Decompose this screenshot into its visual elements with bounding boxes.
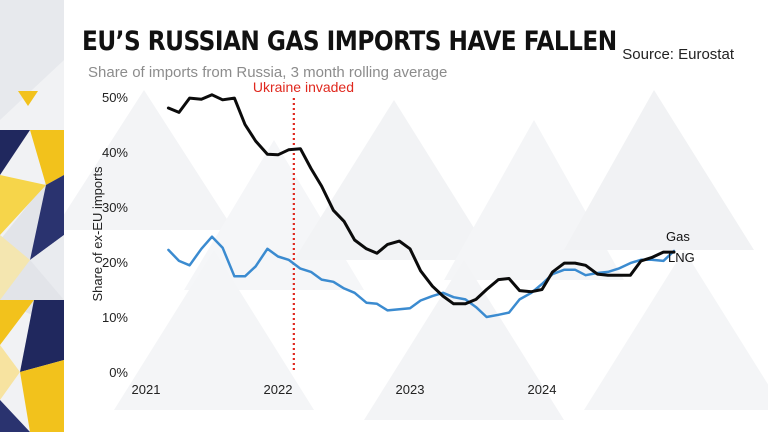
y-tick-label: 50%: [102, 90, 128, 105]
triangle-marker-icon: [18, 91, 38, 106]
x-tick-label: 2021: [132, 382, 161, 397]
y-tick-label: 0%: [109, 365, 128, 380]
x-tick-label: 2023: [396, 382, 425, 397]
chart-title: EU’S RUSSIAN GAS IMPORTS HAVE FALLEN: [82, 26, 617, 57]
series-line-lng: [167, 235, 676, 319]
y-tick-label: 10%: [102, 310, 128, 325]
y-tick-label: 30%: [102, 200, 128, 215]
y-axis-label: Share of ex-EU imports: [90, 166, 105, 302]
series-label-lng: LNG: [668, 250, 695, 265]
y-tick-label: 40%: [102, 145, 128, 160]
x-tick-label: 2024: [528, 382, 557, 397]
decorative-side-strip: [0, 0, 64, 432]
source-label: Source: Eurostat: [622, 46, 734, 63]
chart-axes: 0% 10% 20% 30% 40% 50% 2021 2022 2023 2024 Share o…: [90, 90, 556, 397]
series-group: [166, 93, 676, 319]
series-labels: Gas LNG: [666, 229, 695, 265]
chart-subtitle: Share of imports from Russia, 3 month ro…: [88, 64, 448, 81]
side-strip-pattern: [0, 0, 64, 432]
annotation-label: Ukraine invaded: [253, 79, 354, 95]
series-label-gas: Gas: [666, 229, 690, 244]
y-tick-label: 20%: [102, 255, 128, 270]
chart-panel: [64, 0, 768, 432]
annotation-group: Ukraine invaded: [253, 79, 354, 372]
series-line-gas: [166, 93, 676, 306]
x-tick-label: 2022: [264, 382, 293, 397]
